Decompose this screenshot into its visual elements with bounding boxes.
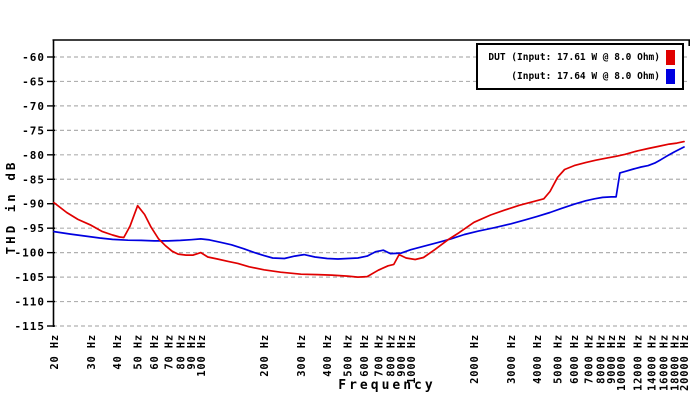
x-tick-label: 6000 Hz — [569, 334, 581, 384]
x-tick-label: 2000 Hz — [469, 334, 481, 384]
x-tick-label: 60 Hz — [149, 334, 161, 370]
x-tick-label: 3000 Hz — [506, 334, 518, 384]
y-tick-label: -70 — [22, 100, 45, 113]
x-tick-label: 600 Hz — [359, 334, 371, 377]
x-tick-label: 4000 Hz — [532, 334, 544, 384]
x-tick-label: 40 Hz — [112, 334, 124, 370]
y-tick-label: -65 — [22, 75, 45, 88]
x-tick-label: 700 Hz — [373, 334, 385, 377]
x-tick-label: 14000 Hz — [646, 334, 658, 391]
x-axis-title: Frequency — [338, 378, 435, 393]
legend-label-dut: DUT (Input: 17.61 W @ 8.0 Ohm) — [488, 51, 660, 63]
x-tick-label: 16000 Hz — [659, 334, 671, 391]
legend-row-dut: DUT (Input: 17.61 W @ 8.0 Ohm) — [482, 48, 675, 66]
x-tick-label: 1000 Hz — [406, 334, 418, 384]
x-tick-label: 200 Hz — [259, 334, 271, 377]
legend-swatch-red — [666, 49, 675, 65]
x-tick-label: 100 Hz — [196, 334, 208, 377]
y-tick-label: -110 — [15, 296, 46, 309]
y-tick-label: -60 — [22, 51, 45, 64]
y-tick-label: -90 — [22, 198, 45, 211]
series-line-dut — [53, 140, 685, 278]
legend-label-reference: (Input: 17.64 W @ 8.0 Ohm) — [511, 70, 660, 82]
legend-swatch-blue — [666, 68, 675, 84]
y-axis-title: THD in dB — [3, 160, 18, 255]
x-tick-label: 500 Hz — [343, 334, 355, 377]
series-line-reference — [53, 146, 685, 260]
legend-row-reference: (Input: 17.64 W @ 8.0 Ohm) — [482, 67, 675, 85]
y-tick-label: -95 — [22, 222, 45, 235]
x-tick-label: 10000 Hz — [616, 334, 628, 391]
x-tick-label: 900 Hz — [396, 334, 408, 377]
x-tick-label: 30 Hz — [86, 334, 98, 370]
x-tick-label: 20 Hz — [49, 334, 61, 370]
x-tick-label: 300 Hz — [296, 334, 308, 377]
y-tick-label: -100 — [15, 247, 46, 260]
x-tick-label: 20000 Hz — [679, 334, 691, 391]
y-tick-label: -85 — [22, 173, 45, 186]
legend-box: DUT (Input: 17.61 W @ 8.0 Ohm) (Input: 1… — [476, 43, 684, 90]
x-tick-label: 5000 Hz — [553, 334, 565, 384]
x-tick-label: 7000 Hz — [583, 334, 595, 384]
x-tick-label: 9000 Hz — [606, 334, 618, 384]
x-tick-label: 18000 Hz — [669, 334, 681, 391]
x-tick-label: 8000 Hz — [595, 334, 607, 384]
x-tick-label: 90 Hz — [186, 334, 198, 370]
y-tick-label: -105 — [15, 271, 46, 284]
y-tick-label: -115 — [15, 320, 46, 333]
x-tick-label: 70 Hz — [163, 334, 175, 370]
y-tick-label: -75 — [22, 124, 45, 137]
x-tick-label: 80 Hz — [175, 334, 187, 370]
x-tick-label: 50 Hz — [133, 334, 145, 370]
x-tick-label: 800 Hz — [385, 334, 397, 377]
x-tick-label: 12000 Hz — [632, 334, 644, 391]
x-tick-label: 400 Hz — [322, 334, 334, 377]
y-tick-label: -80 — [22, 149, 45, 162]
